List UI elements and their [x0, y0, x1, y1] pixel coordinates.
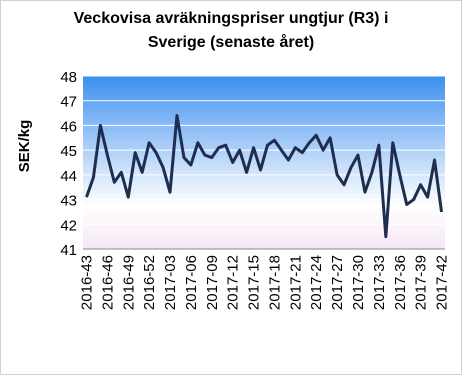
x-tick-label: 2016-49 [120, 255, 137, 310]
x-tick-label: 2017-24 [308, 255, 325, 310]
x-tick-label: 2016-46 [99, 255, 116, 310]
y-tick-label: 43 [60, 193, 77, 210]
x-tick-label: 2016-43 [78, 255, 95, 310]
y-tick-label: 46 [60, 118, 77, 135]
x-tick-label: 2017-27 [329, 255, 346, 310]
y-axis-label: SEK/kg [16, 120, 33, 173]
x-tick-label: 2016-52 [141, 255, 158, 310]
x-tick-label: 2017-39 [413, 255, 430, 310]
x-tick-label: 2017-21 [287, 255, 304, 310]
x-tick-label: 2017-36 [392, 255, 409, 310]
y-tick-label: 47 [60, 94, 77, 111]
x-tick-label: 2017-30 [350, 255, 367, 310]
y-tick-label: 41 [60, 242, 77, 259]
x-tick-label: 2017-42 [434, 255, 451, 310]
x-tick-label: 2017-12 [225, 255, 242, 310]
y-tick-label: 48 [60, 69, 77, 86]
chart-title: Veckovisa avräkningspriser ungtjur (R3) … [73, 10, 389, 51]
y-tick-label: 44 [60, 168, 77, 185]
y-tick-label: 45 [60, 143, 77, 160]
x-tick-label: 2017-18 [266, 255, 283, 310]
x-tick-label: 2017-15 [246, 255, 263, 310]
x-tick-label: 2017-09 [204, 255, 221, 310]
x-tick-label: 2017-06 [183, 255, 200, 310]
x-tick-label: 2017-33 [371, 255, 388, 310]
y-tick-label: 42 [60, 217, 77, 234]
data-line [85, 114, 444, 239]
x-tick-label: 2017-03 [162, 255, 179, 310]
